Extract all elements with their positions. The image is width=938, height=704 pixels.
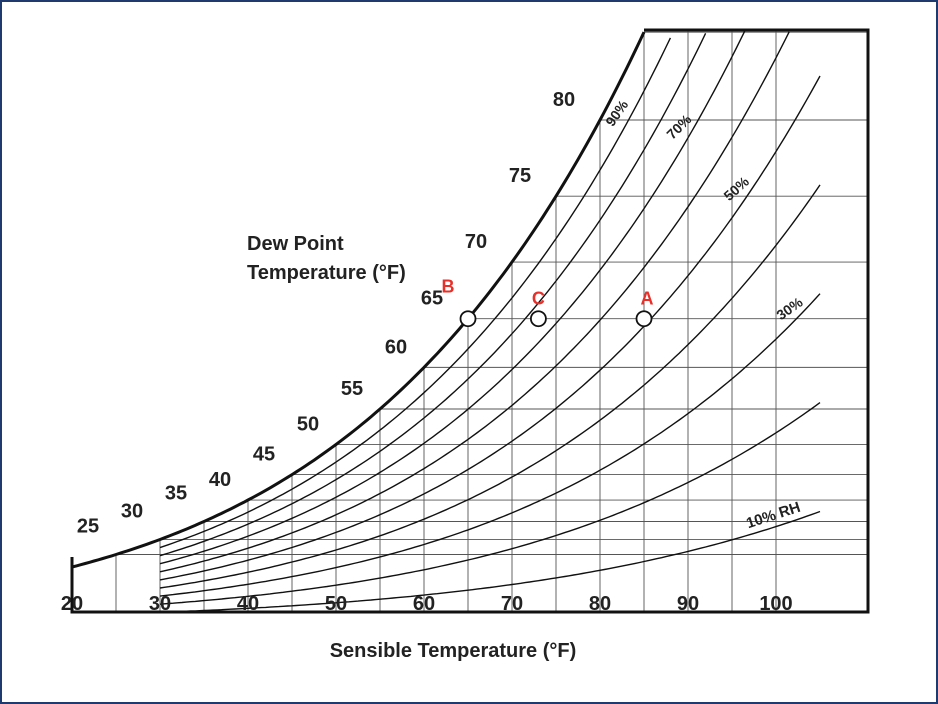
x-tick-label: 40	[237, 593, 259, 615]
x-tick-label: 70	[501, 593, 523, 615]
dewpoint-tick-label: 65	[421, 288, 443, 310]
dewpoint-tick-label: 30	[121, 500, 143, 522]
x-tick-label: 90	[677, 593, 699, 615]
rh-label-70: 70%	[663, 111, 695, 143]
dewpoint-tick-label: 45	[253, 444, 275, 466]
point-b-label: B	[442, 277, 455, 297]
dewpoint-tick-label: 55	[341, 378, 363, 400]
x-tick-label: 60	[413, 593, 435, 615]
x-tick-label: 20	[61, 593, 83, 615]
rh-curve-20	[159, 402, 821, 605]
rh-curve-10	[159, 510, 821, 613]
rh-curve-50	[159, 75, 821, 581]
y-axis-label-line2: Temperature (°F)	[247, 262, 406, 284]
dewpoint-tick-label: 25	[77, 516, 99, 538]
rh-curve-60	[159, 31, 790, 573]
point-b-marker	[459, 310, 477, 328]
point-a-marker	[635, 310, 653, 328]
dewpoint-tick-label: 40	[209, 469, 231, 491]
rh-label-90: 90%	[602, 96, 631, 129]
rh-label-50: 50%	[720, 173, 752, 204]
x-tick-label: 80	[589, 593, 611, 615]
tick-labels: 20 30 40 50 60 70 80 90 100 25 30 35 40 45 50 55 60 65 70 7…	[61, 89, 793, 615]
x-axis-label: Sensible Temperature (°F)	[330, 640, 577, 662]
dewpoint-tick-label: 50	[297, 413, 319, 435]
x-tick-label: 100	[759, 593, 792, 615]
y-axis-label-line1: Dew Point	[247, 233, 344, 255]
dewpoint-tick-label: 70	[465, 231, 487, 253]
dewpoint-tick-label: 35	[165, 482, 187, 504]
x-tick-label: 30	[149, 593, 171, 615]
rh-curve-40	[159, 184, 821, 589]
rh-curve-90	[159, 37, 672, 549]
dewpoint-tick-label: 80	[553, 89, 575, 111]
point-a-label: A	[641, 289, 654, 309]
rh-curve-80	[159, 32, 707, 557]
point-c-marker	[530, 310, 547, 328]
x-tick-label: 50	[325, 593, 347, 615]
chart-outline	[70, 28, 870, 614]
chart-border	[70, 28, 870, 614]
rh-curve-30	[159, 293, 821, 597]
rh-curve-70	[159, 29, 746, 565]
dewpoint-tick-label: 75	[509, 165, 531, 187]
points: A B C	[442, 277, 654, 328]
saturation-curve	[71, 31, 646, 569]
rh-curves: 90% 70%50%30%10% RH	[159, 29, 821, 613]
point-c-label: C	[532, 289, 545, 309]
dewpoint-tick-label: 60	[385, 336, 407, 358]
